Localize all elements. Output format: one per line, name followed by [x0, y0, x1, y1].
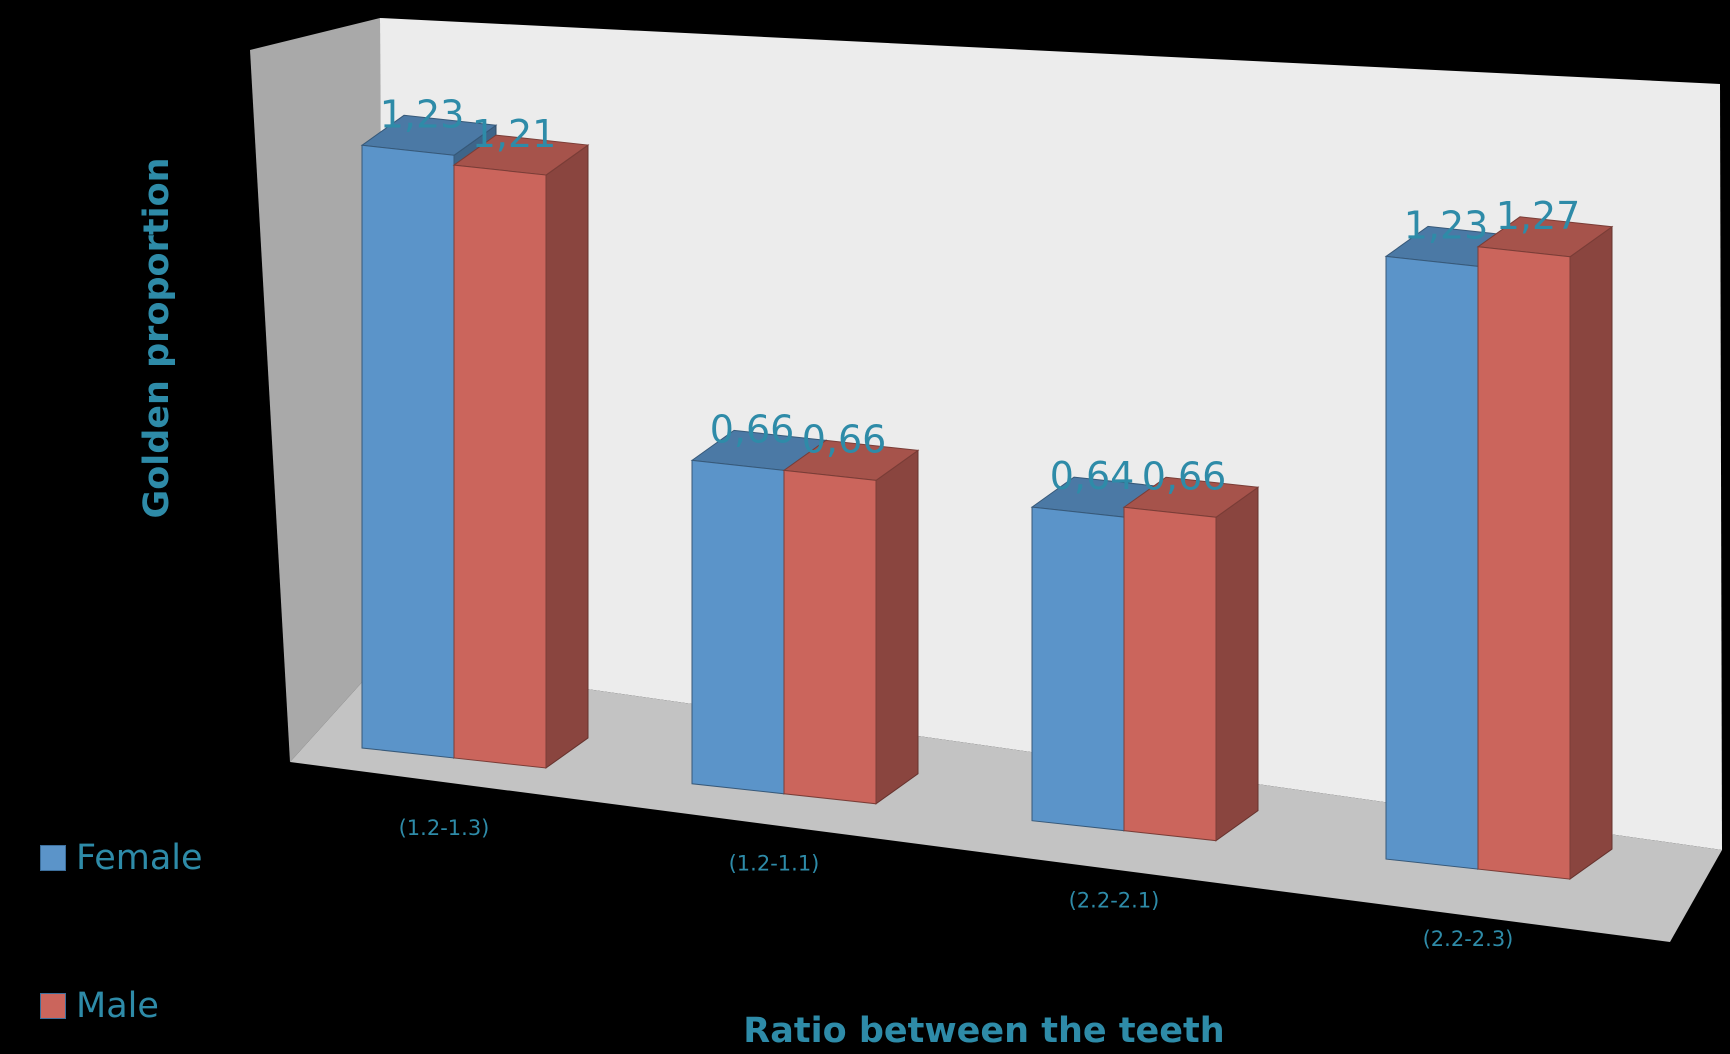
data-labels-layer: 1,23 1,210,66 0,660,64 0,661,23 1,27: [380, 92, 1581, 498]
data-label-male-2: 0,66: [802, 417, 887, 461]
y-axis-title: Golden proportion: [137, 157, 177, 518]
side-wall: [250, 18, 382, 762]
bar-side-face: [875, 449, 919, 805]
data-label-female-4: 1,23: [1404, 203, 1489, 247]
bar-male-4: [1476, 216, 1614, 881]
bar-front-face: [783, 469, 877, 805]
bar-front-face: [1477, 246, 1571, 880]
data-label-male-3: 0,66: [1142, 454, 1227, 498]
legend-swatch-female: [40, 845, 66, 871]
bar-front-face: [1385, 255, 1479, 870]
bar-front-face: [361, 144, 455, 759]
x-tick-labels: (1.2-1.3) (1.2-1.1) (2.2-2.1) (2.2-2.3): [399, 816, 1514, 951]
x-tick-label-4: (2.2-2.3): [1423, 927, 1514, 951]
bar-side-face: [545, 144, 589, 769]
x-tick-label-3: (2.2-2.1): [1069, 889, 1160, 913]
bar-male-1: [452, 134, 590, 769]
bar-side-face: [1215, 486, 1259, 842]
x-tick-label-1: (1.2-1.3): [399, 816, 490, 840]
legend: Female Male: [40, 0, 240, 1054]
data-label-male-4: 1,27: [1496, 194, 1581, 238]
data-label-male-1: 1,21: [472, 112, 557, 156]
x-axis-title: Ratio between the teeth: [743, 1011, 1224, 1051]
bar-male-2: [782, 439, 920, 805]
bar-front-face: [453, 164, 547, 769]
bar-male-3: [1122, 476, 1260, 842]
data-label-female-1: 1,23: [380, 92, 465, 136]
data-label-female-3: 0,64: [1050, 454, 1135, 498]
x-tick-label-2: (1.2-1.1): [729, 852, 820, 876]
bar-front-face: [1123, 506, 1217, 842]
bar-side-face: [1569, 225, 1613, 881]
bars-layer: [360, 114, 1614, 881]
legend-label-female: Female: [76, 838, 203, 878]
legend-swatch-male: [40, 993, 66, 1019]
legend-item-female: Female: [40, 838, 203, 878]
data-label-female-2: 0,66: [710, 407, 795, 451]
bar-front-face: [1031, 506, 1125, 832]
legend-item-male: Male: [40, 986, 159, 1026]
bar-front-face: [691, 459, 785, 795]
legend-label-male: Male: [76, 986, 159, 1026]
floor: [290, 660, 1722, 942]
